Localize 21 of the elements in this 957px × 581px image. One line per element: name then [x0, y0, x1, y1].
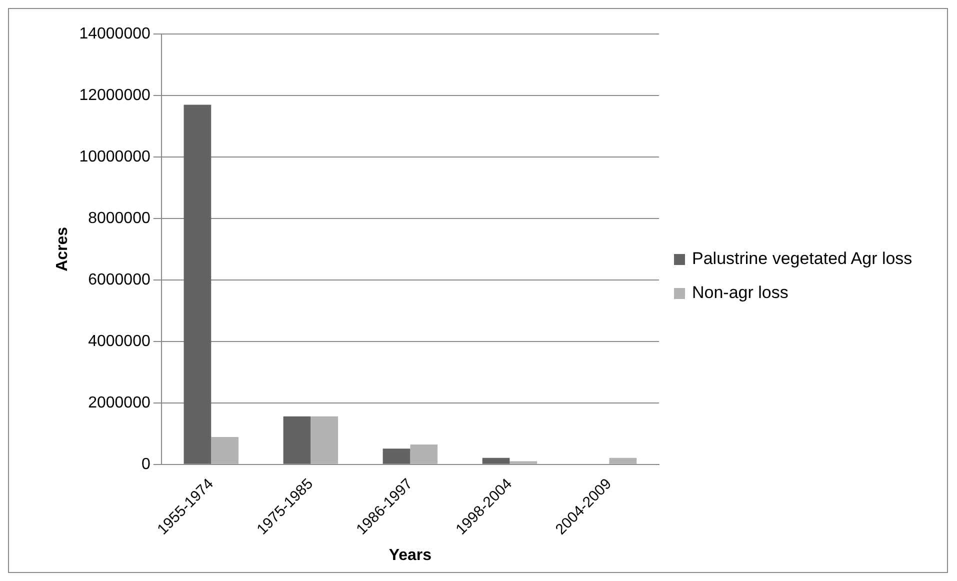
- y-tick-label: 4000000: [88, 332, 150, 350]
- bar: [410, 444, 438, 464]
- x-axis-title: Years: [388, 546, 432, 564]
- legend-label: Palustrine vegetated Agr loss: [692, 249, 912, 269]
- bar: [283, 416, 311, 464]
- bar: [482, 458, 510, 464]
- bar: [510, 461, 538, 464]
- y-tick-label: 12000000: [79, 86, 150, 104]
- legend-label: Non-agr loss: [692, 283, 788, 303]
- y-tick-label: 6000000: [88, 271, 150, 288]
- y-tick-label: 8000000: [88, 210, 150, 227]
- y-axis-title: Acres: [54, 226, 72, 272]
- y-tick-label: 10000000: [79, 148, 150, 166]
- bar: [609, 458, 637, 464]
- bar: [184, 104, 212, 464]
- bar: [211, 436, 239, 464]
- y-tick-label: 0: [141, 456, 150, 473]
- bar: [382, 448, 410, 464]
- y-tick-label: 14000000: [79, 25, 150, 42]
- bar: [310, 416, 338, 464]
- y-tick-label: 2000000: [88, 394, 150, 412]
